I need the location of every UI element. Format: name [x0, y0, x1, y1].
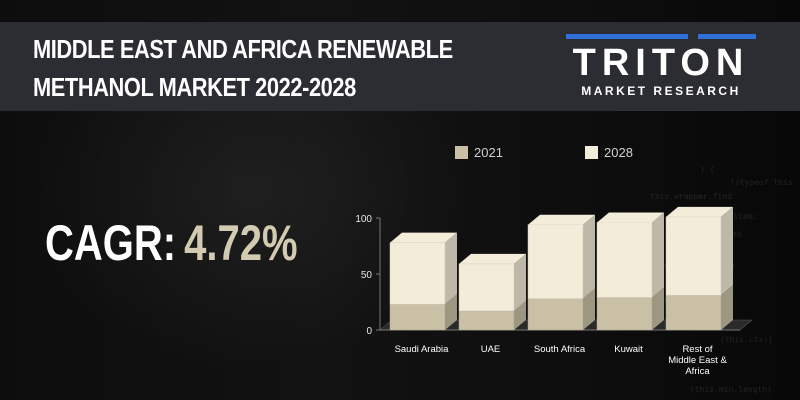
bar-2021 [389, 303, 446, 331]
bar-side-2021 [445, 294, 457, 330]
y-tick-label: 50 [361, 270, 373, 281]
bar-side-2028 [445, 232, 457, 305]
bar-top-2028 [666, 206, 733, 217]
cagr-label: CAGR: [45, 215, 177, 271]
title-line-1: MIDDLE EAST AND AFRICA RENEWABLE [33, 34, 453, 64]
bar-2021 [527, 298, 584, 331]
page-title: MIDDLE EAST AND AFRICA RENEWABLE METHANO… [33, 30, 470, 106]
bar-top-2028 [390, 232, 457, 243]
bar-top-2028 [459, 253, 526, 264]
triton-logo: TRITON MARKET RESEARCH [566, 34, 756, 100]
bar-side-2028 [583, 214, 595, 299]
legend-swatch-2021 [455, 146, 468, 159]
cagr-callout: CAGR: 4.72% [45, 213, 298, 273]
legend-swatch-2028 [585, 146, 598, 159]
bar-side-2028 [721, 206, 733, 296]
bar-side-2021 [652, 287, 664, 330]
bar-side-2028 [652, 212, 664, 298]
bar-2028 [527, 224, 584, 299]
bar-side-2028 [514, 253, 526, 311]
bar-side-2021 [514, 300, 526, 330]
stacked-bar-chart: 0 50 100 Saudi Arabia UAE South Africa Kuwait R… [355, 145, 753, 377]
cagr-value: 4.72% [184, 215, 298, 271]
bar-top-2028 [528, 214, 595, 225]
logo-wordmark: TRITON [572, 42, 750, 84]
x-tick-label: Saudi Arabia [395, 344, 450, 355]
bar-2021 [596, 297, 653, 331]
bar-2028 [458, 263, 515, 312]
logo-tagline: MARKET RESEARCH [581, 84, 741, 98]
bar-top-2028 [597, 212, 664, 223]
bar-2028 [389, 242, 446, 305]
bar-2028 [665, 216, 722, 296]
x-tick-label: Africa [685, 366, 710, 377]
bar-side-2021 [721, 285, 733, 330]
logo-accent-bar-right [698, 34, 756, 39]
x-tick-label: UAE [481, 344, 501, 355]
x-tick-label: Middle East & [668, 355, 727, 366]
logo-accent-bar-left [566, 34, 688, 39]
x-tick-label: Kuwait [614, 344, 643, 355]
x-tick-label: South Africa [534, 344, 586, 355]
legend-label-2028: 2028 [604, 145, 633, 160]
y-tick-label: 0 [366, 326, 372, 337]
bar-2021 [665, 295, 722, 331]
x-tick-label: Rest of [682, 344, 712, 355]
title-line-2: METHANOL MARKET 2022-2028 [33, 72, 356, 102]
bar-2028 [596, 222, 653, 298]
legend-label-2021: 2021 [474, 145, 503, 160]
bar-side-2021 [583, 288, 595, 330]
bar-2021 [458, 310, 515, 331]
logo-accent-bar [566, 34, 756, 39]
y-tick-label: 100 [355, 214, 372, 225]
